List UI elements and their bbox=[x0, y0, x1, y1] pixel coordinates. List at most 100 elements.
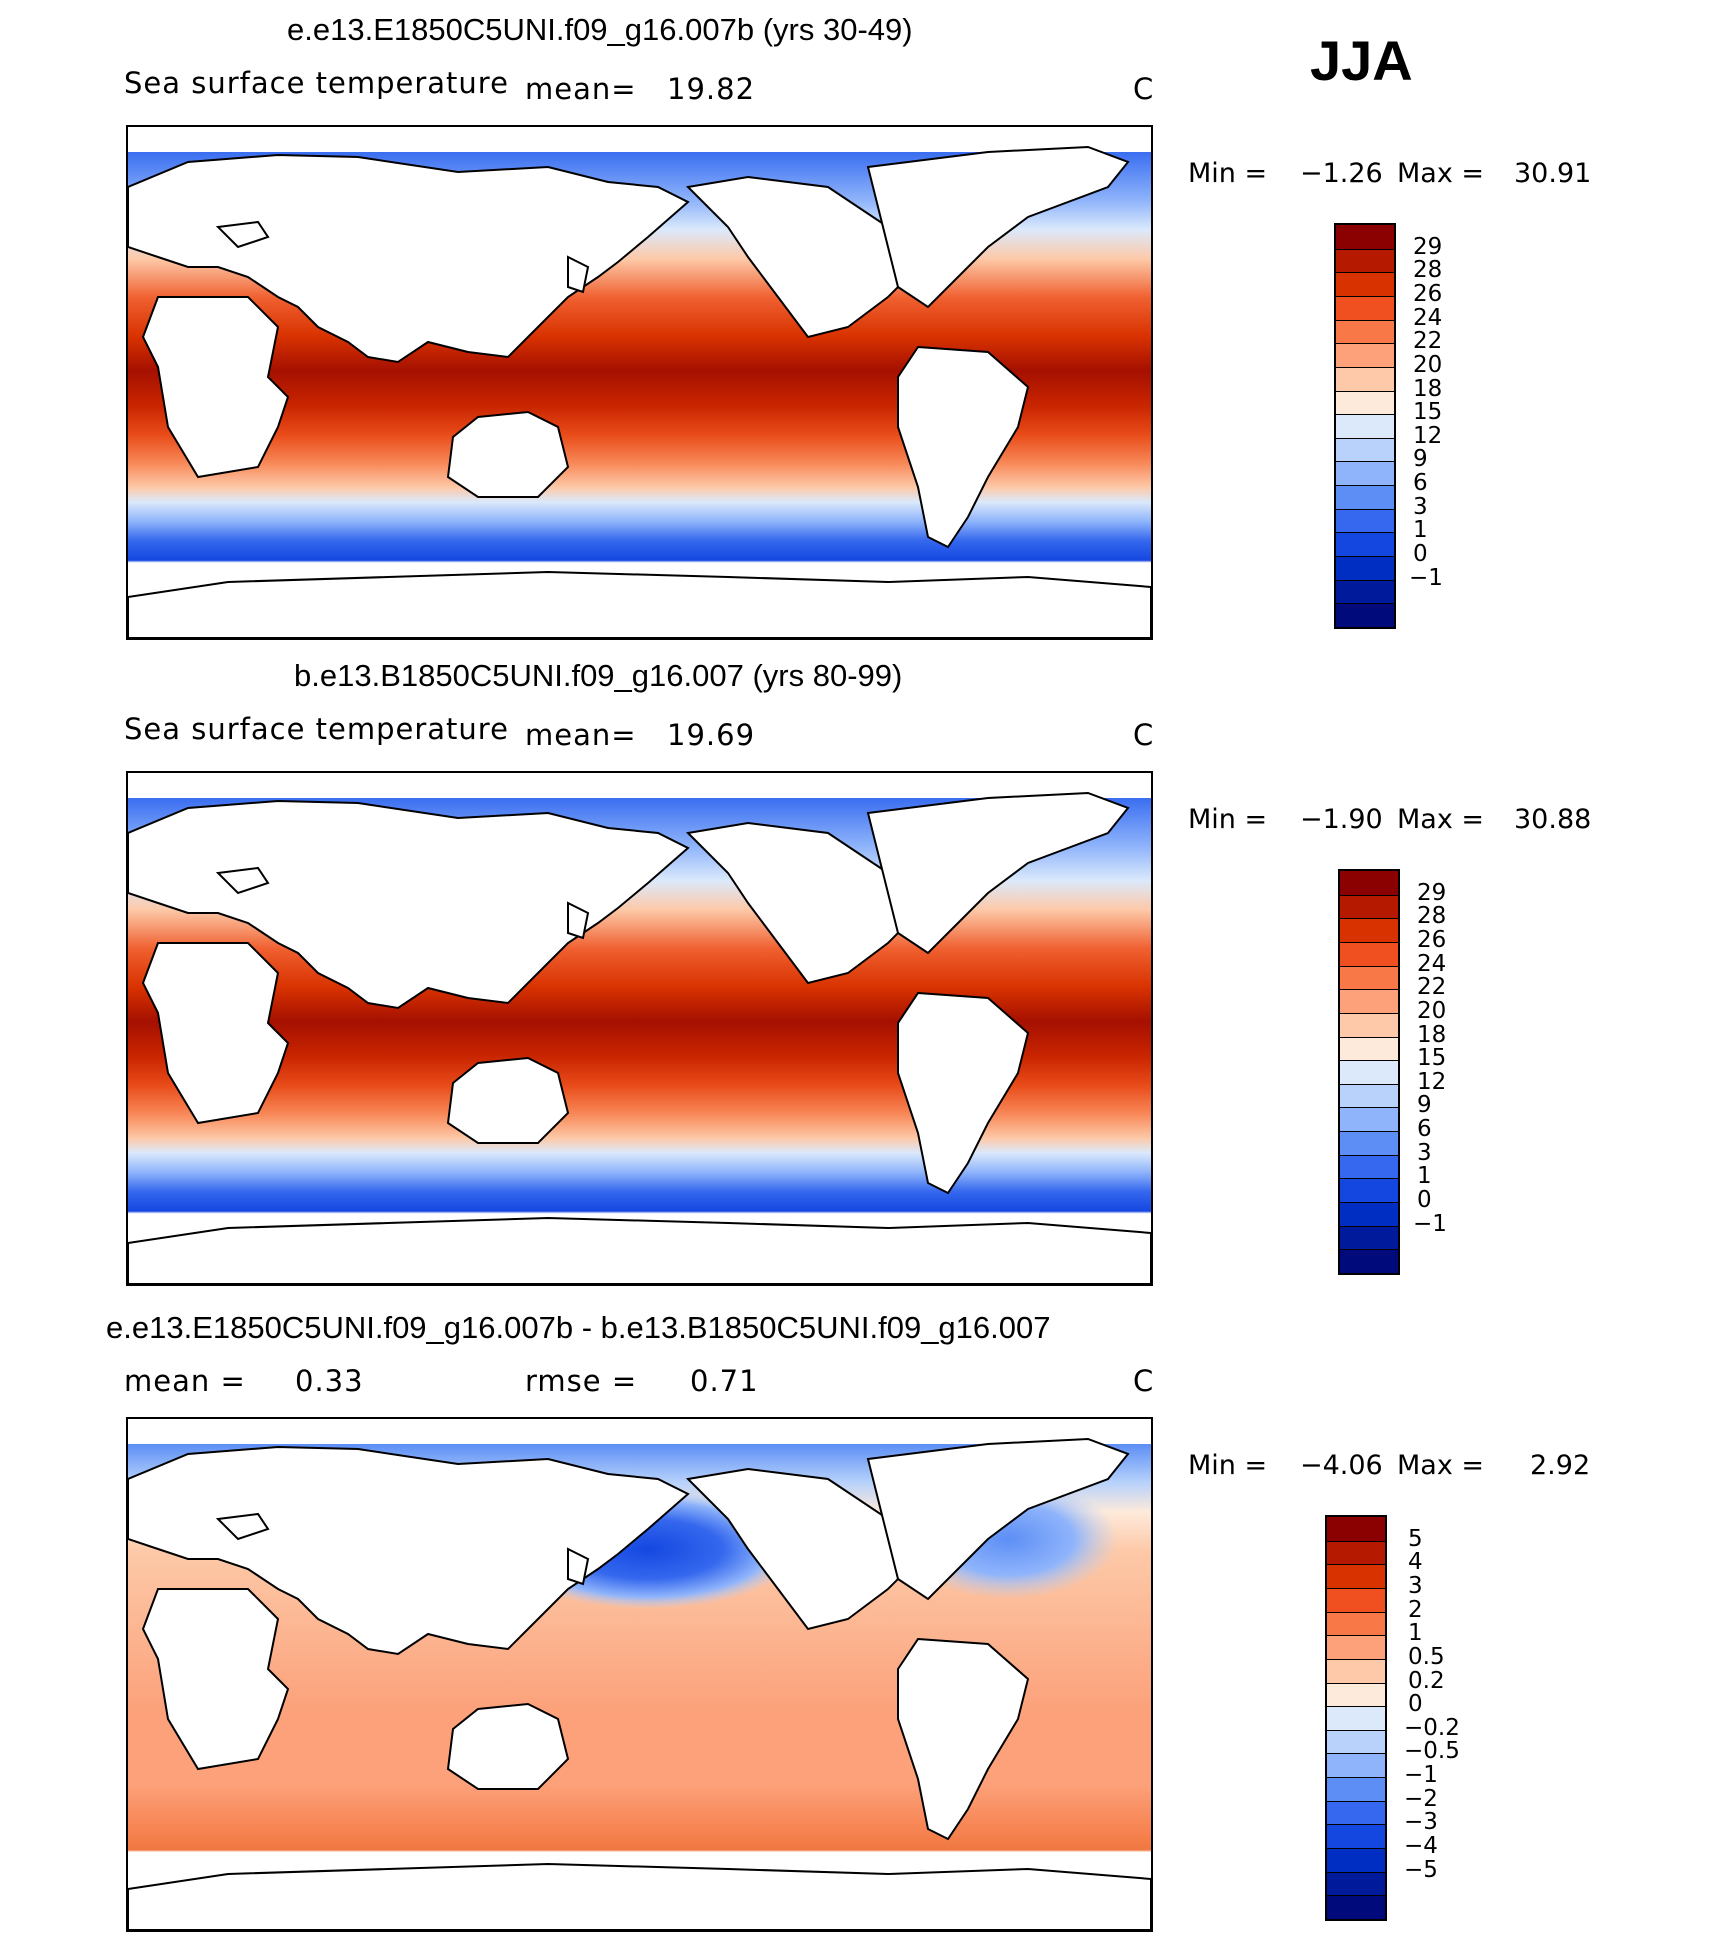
colorbar-segment bbox=[1340, 1131, 1398, 1155]
panel3-map bbox=[126, 1417, 1153, 1932]
colorbar-segment bbox=[1327, 1753, 1385, 1778]
panel1-max-value: 30.91 bbox=[1514, 158, 1592, 189]
colorbar-segment bbox=[1327, 1706, 1385, 1730]
colorbar-label: 26 bbox=[1417, 926, 1447, 953]
colorbar-label: 26 bbox=[1413, 280, 1443, 307]
colorbar-label: 29 bbox=[1413, 233, 1443, 260]
colorbar-label: 0 bbox=[1408, 1691, 1423, 1718]
colorbar-segment bbox=[1336, 532, 1394, 557]
panel3-min-value: −4.06 bbox=[1300, 1450, 1383, 1481]
season-label: JJA bbox=[1310, 29, 1413, 92]
colorbar-segment bbox=[1336, 319, 1394, 344]
colorbar-label: 1 bbox=[1413, 517, 1428, 544]
panel3-rmse-value: 0.71 bbox=[690, 1364, 759, 1398]
colorbar-segment bbox=[1336, 272, 1394, 296]
colorbar-label: −1 bbox=[1413, 1210, 1447, 1237]
panel3-mean-label: mean = bbox=[124, 1364, 246, 1398]
colorbar-label: 29 bbox=[1417, 879, 1447, 906]
colorbar-label: 18 bbox=[1417, 1021, 1447, 1048]
colorbar-segment bbox=[1340, 918, 1398, 942]
panel2-mean-label: mean= bbox=[525, 718, 637, 752]
colorbar-segment bbox=[1340, 1036, 1398, 1061]
colorbar-segment bbox=[1340, 1107, 1398, 1132]
panel1-map-svg bbox=[128, 145, 1151, 638]
colorbar-label: 20 bbox=[1417, 997, 1447, 1024]
panel3-min-label: Min = bbox=[1188, 1450, 1268, 1481]
colorbar-label: 5 bbox=[1408, 1525, 1423, 1552]
panel3-title: e.e13.E1850C5UNI.f09_g16.007b - b.e13.B1… bbox=[106, 1310, 1051, 1345]
panel3-units: C bbox=[1133, 1364, 1155, 1398]
colorbar-label: 24 bbox=[1413, 304, 1443, 331]
colorbar-segment bbox=[1340, 965, 1398, 990]
colorbar-label: 3 bbox=[1408, 1572, 1423, 1599]
colorbar-segment bbox=[1336, 556, 1394, 580]
panel1-min-value: −1.26 bbox=[1300, 158, 1383, 189]
colorbar-label: 15 bbox=[1413, 399, 1443, 426]
colorbar-label: −0.5 bbox=[1404, 1738, 1460, 1765]
colorbar-segment bbox=[1336, 461, 1394, 486]
colorbar-segment bbox=[1327, 1540, 1385, 1565]
panel1-map bbox=[126, 125, 1153, 640]
colorbar-label: 28 bbox=[1417, 903, 1447, 930]
colorbar-segment bbox=[1340, 1249, 1398, 1273]
panel3-rmse-label: rmse = bbox=[525, 1364, 638, 1398]
colorbar-segment bbox=[1327, 1635, 1385, 1659]
panel1-units: C bbox=[1133, 72, 1155, 106]
panel1-mean-value: 19.82 bbox=[667, 72, 756, 106]
panel3-map-svg bbox=[128, 1437, 1151, 1930]
colorbar-segment bbox=[1327, 1777, 1385, 1801]
colorbar-label: 0 bbox=[1417, 1187, 1432, 1214]
colorbar-segment bbox=[1327, 1517, 1385, 1541]
colorbar-segment bbox=[1340, 1202, 1398, 1226]
colorbar-label: 4 bbox=[1408, 1549, 1423, 1576]
panel2-max-value: 30.88 bbox=[1514, 804, 1592, 835]
colorbar-label: −5 bbox=[1404, 1856, 1438, 1883]
panel2-map-svg bbox=[128, 791, 1151, 1284]
colorbar-segment bbox=[1327, 1848, 1385, 1872]
panel1-mean-label: mean= bbox=[525, 72, 637, 106]
colorbar-segment bbox=[1340, 1083, 1398, 1108]
colorbar-label: 20 bbox=[1413, 351, 1443, 378]
colorbar-segment bbox=[1336, 508, 1394, 533]
colorbar-label: 0.5 bbox=[1408, 1643, 1445, 1670]
panel2-title: b.e13.B1850C5UNI.f09_g16.007 (yrs 80-99) bbox=[294, 658, 903, 693]
colorbar-segment bbox=[1327, 1824, 1385, 1849]
colorbar-label: −4 bbox=[1404, 1833, 1438, 1860]
panel2-map bbox=[126, 771, 1153, 1286]
colorbar-label: 9 bbox=[1413, 446, 1428, 473]
colorbar-segment bbox=[1327, 1729, 1385, 1754]
panel1-variable: Sea surface temperature bbox=[124, 66, 509, 100]
colorbar-segment bbox=[1327, 1895, 1385, 1919]
colorbar-label: 2 bbox=[1408, 1596, 1423, 1623]
panel1-title: e.e13.E1850C5UNI.f09_g16.007b (yrs 30-49… bbox=[287, 12, 913, 47]
colorbar-segment bbox=[1336, 437, 1394, 462]
colorbar-label: 6 bbox=[1413, 470, 1428, 497]
panel1-max-label: Max = bbox=[1397, 158, 1485, 189]
colorbar-segment bbox=[1336, 579, 1394, 604]
colorbar-segment bbox=[1336, 248, 1394, 273]
panel3-colorbar bbox=[1325, 1515, 1387, 1921]
colorbar-label: −1 bbox=[1409, 564, 1443, 591]
panel2-colorbar bbox=[1338, 869, 1400, 1275]
colorbar-label: −2 bbox=[1404, 1785, 1438, 1812]
panel1-colorbar bbox=[1334, 223, 1396, 629]
colorbar-label: 1 bbox=[1408, 1620, 1423, 1647]
panel3-mean-value: 0.33 bbox=[295, 1364, 364, 1398]
colorbar-segment bbox=[1336, 366, 1394, 391]
colorbar-label: 6 bbox=[1417, 1116, 1432, 1143]
panel3-max-label: Max = bbox=[1397, 1450, 1485, 1481]
colorbar-segment bbox=[1340, 941, 1398, 966]
colorbar-label: 3 bbox=[1417, 1139, 1432, 1166]
panel1-min-label: Min = bbox=[1188, 158, 1268, 189]
colorbar-label: 28 bbox=[1413, 257, 1443, 284]
colorbar-label: 22 bbox=[1417, 974, 1447, 1001]
colorbar-label: −1 bbox=[1404, 1762, 1438, 1789]
colorbar-segment bbox=[1340, 1012, 1398, 1037]
panel2-max-label: Max = bbox=[1397, 804, 1485, 835]
colorbar-segment bbox=[1336, 485, 1394, 509]
colorbar-label: 1 bbox=[1417, 1163, 1432, 1190]
colorbar-label: 18 bbox=[1413, 375, 1443, 402]
colorbar-segment bbox=[1340, 1060, 1398, 1084]
panel2-units: C bbox=[1133, 718, 1155, 752]
colorbar-segment bbox=[1340, 1178, 1398, 1203]
